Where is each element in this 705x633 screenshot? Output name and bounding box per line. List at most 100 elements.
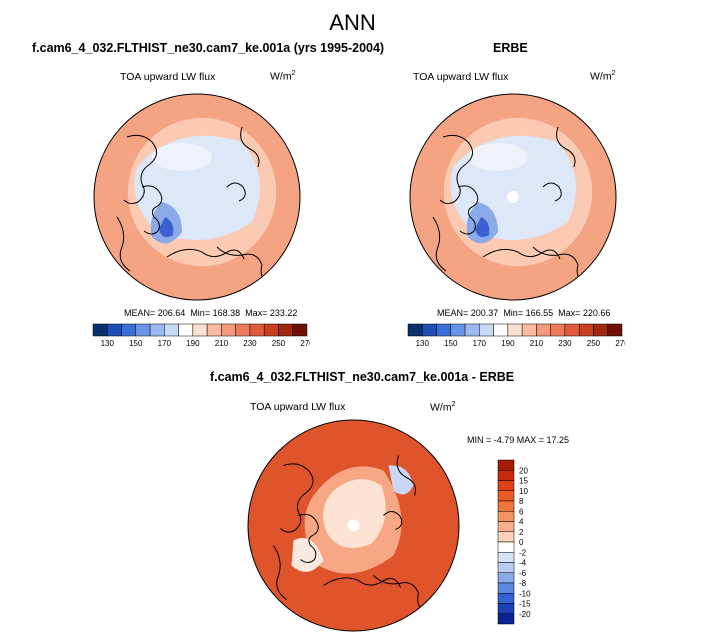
coastline xyxy=(396,455,416,496)
colorbar-swatch xyxy=(521,323,537,337)
pole-mask xyxy=(507,191,519,203)
colorbar-swatch xyxy=(607,323,623,337)
colorbar-swatch xyxy=(450,323,466,337)
colorbar-tick-label: 210 xyxy=(530,339,544,348)
colorbar-swatch xyxy=(263,323,279,337)
colorbar-swatch xyxy=(192,323,208,337)
colorbar-swatch xyxy=(292,323,308,337)
coastline xyxy=(383,511,403,530)
colorbar-tick-label: 0 xyxy=(519,538,524,547)
pole-mask xyxy=(347,519,360,532)
colorbar-swatch xyxy=(497,572,515,584)
coastline xyxy=(240,126,260,168)
map-field-region xyxy=(159,217,174,237)
colorbar-swatch xyxy=(497,541,515,553)
colorbar-swatch xyxy=(135,323,151,337)
colorbar-swatch xyxy=(149,323,165,337)
coastline xyxy=(323,577,401,588)
panel1-map xyxy=(93,93,301,301)
colorbar-tick-label: 10 xyxy=(519,487,528,496)
colorbar-swatch xyxy=(536,323,551,337)
map-field-region xyxy=(323,479,386,548)
colorbar-tick-label: 190 xyxy=(501,339,515,348)
panel2-map xyxy=(409,93,617,301)
colorbar-swatch xyxy=(164,323,179,337)
panel1-max: Max= 233.22 xyxy=(245,308,298,318)
colorbar-tick-label: 250 xyxy=(272,339,286,348)
colorbar-swatch xyxy=(221,323,236,337)
panel2-stats: MEAN= 200.37 Min= 166.55 Max= 220.66 xyxy=(437,308,610,318)
coastline xyxy=(439,134,473,205)
coastline xyxy=(542,182,562,202)
colorbar-swatch xyxy=(497,582,515,594)
colorbar-swatch xyxy=(497,562,515,573)
colorbar-swatch xyxy=(497,459,515,471)
coastline xyxy=(482,248,561,260)
panel3-units: W/m2 xyxy=(430,401,456,414)
colorbar-tick-label: 130 xyxy=(101,339,115,348)
colorbar-swatch xyxy=(497,531,515,543)
colorbar-tick-label: -8 xyxy=(519,579,527,588)
panel1-min: Min= 168.38 xyxy=(190,308,241,318)
map-field-region xyxy=(152,143,212,171)
panel3-variable-label: TOA upward LW flux xyxy=(250,401,346,413)
colorbar-tick-label: -4 xyxy=(519,559,527,568)
map-boundary xyxy=(409,93,617,301)
panel2-colorbar: 130 150 170 190 210 230 250 270 xyxy=(407,323,625,348)
colorbar-swatch xyxy=(278,323,293,337)
coastline xyxy=(166,248,245,260)
coastline xyxy=(280,463,314,533)
coastline xyxy=(273,545,287,600)
panel2-max: Max= 220.66 xyxy=(558,308,611,318)
coastline xyxy=(373,575,429,614)
colorbar-swatch xyxy=(235,323,251,337)
coastline xyxy=(556,126,576,168)
colorbar-swatch xyxy=(497,480,515,491)
colorbar-tick-label: 170 xyxy=(473,339,487,348)
colorbar-swatch xyxy=(497,521,515,532)
map-field-region xyxy=(388,465,414,495)
colorbar-swatch xyxy=(107,323,122,337)
coastline xyxy=(457,185,479,235)
map-field-region xyxy=(468,143,528,171)
colorbar-tick-label: 190 xyxy=(186,339,200,348)
colorbar-tick-label: -2 xyxy=(519,548,527,557)
panel3-title: f.cam6_4_032.FLTHIST_ne30.cam7_ke.001a -… xyxy=(210,370,515,384)
panel2-mean: MEAN= 200.37 xyxy=(437,308,499,318)
colorbar-tick-label: 150 xyxy=(444,339,458,348)
colorbar-swatch xyxy=(550,323,566,337)
colorbar-tick-label: -15 xyxy=(519,600,531,609)
colorbar-tick-label: 170 xyxy=(158,339,172,348)
colorbar-swatch xyxy=(564,323,580,337)
colorbar-swatch xyxy=(497,603,515,614)
figure-title: ANN xyxy=(329,10,376,35)
colorbar-tick-label: -10 xyxy=(519,589,531,598)
panel2-title: ERBE xyxy=(493,41,528,55)
panel1-units: W/m2 xyxy=(270,70,296,83)
colorbar-tick-label: 130 xyxy=(416,339,430,348)
colorbar-swatch xyxy=(497,511,515,522)
panel1-title: f.cam6_4_032.FLTHIST_ne30.cam7_ke.001a (… xyxy=(32,41,385,55)
colorbar-tick-label: 270 xyxy=(300,339,310,348)
colorbar-tick-label: 250 xyxy=(587,339,601,348)
colorbar-tick-label: 210 xyxy=(215,339,229,348)
colorbar-tick-label: -6 xyxy=(519,569,527,578)
coastline xyxy=(141,185,163,235)
colorbar-swatch xyxy=(497,593,515,604)
colorbar-swatch xyxy=(479,323,494,337)
map-field-region xyxy=(475,217,490,237)
colorbar-swatch xyxy=(593,323,608,337)
colorbar-swatch xyxy=(497,613,515,625)
colorbar-swatch xyxy=(497,552,515,563)
colorbar-tick-label: 6 xyxy=(519,507,524,516)
colorbar-swatch xyxy=(121,323,137,337)
panel1-stats: MEAN= 206.64 Min= 168.38 Max= 233.22 xyxy=(124,308,297,318)
panel2-units: W/m2 xyxy=(590,70,616,83)
colorbar-swatch xyxy=(497,470,515,481)
colorbar-tick-label: 4 xyxy=(519,518,524,527)
colorbar-swatch xyxy=(464,323,480,337)
panel1-variable-label: TOA upward LW flux xyxy=(120,71,216,83)
panel1-colorbar: 130 150 170 190 210 230 250 270 xyxy=(92,323,310,348)
colorbar-swatch xyxy=(92,323,108,337)
colorbar-swatch xyxy=(493,323,509,337)
